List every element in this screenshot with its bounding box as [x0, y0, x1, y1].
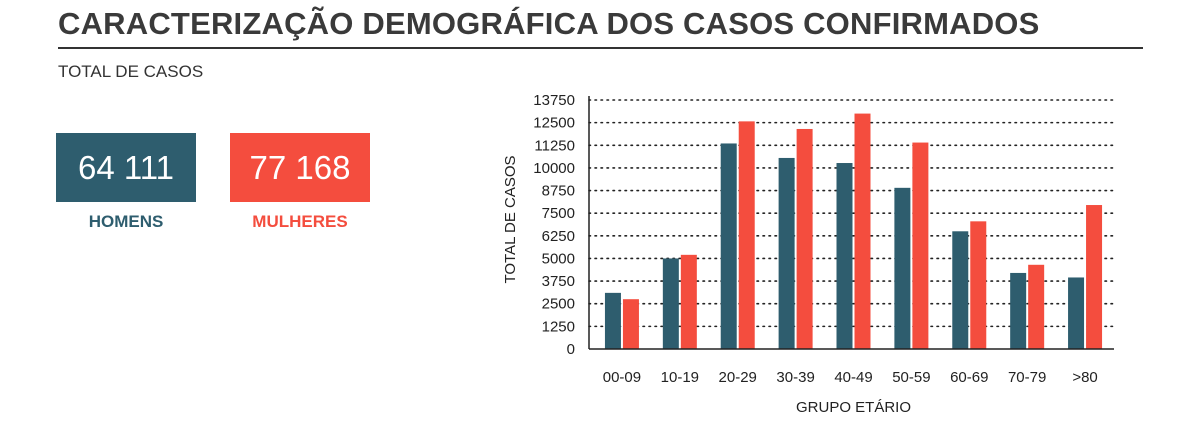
x-tick-label: 10-19 — [661, 369, 699, 386]
bar-homens-30-39 — [778, 157, 795, 349]
y-tick-label: 7500 — [542, 205, 575, 222]
x-tick-label: 30-39 — [776, 369, 814, 386]
bars — [604, 113, 1103, 349]
y-axis-title: TOTAL DE CASOS — [502, 155, 519, 283]
x-tick-label: 60-69 — [950, 369, 988, 386]
women-total-label: MULHERES — [252, 212, 348, 231]
bar-mulheres-50-59 — [912, 142, 929, 349]
men-total-box: 64 111 — [56, 133, 196, 202]
bar-mulheres-20-29 — [738, 121, 755, 349]
x-tick-label: 20-29 — [719, 369, 757, 386]
x-tick-label: 40-49 — [834, 369, 872, 386]
x-tick-label: >80 — [1072, 369, 1097, 386]
bar-mulheres->80 — [1086, 205, 1103, 349]
section-subtitle: TOTAL DE CASOS — [58, 62, 204, 81]
women-total-box: 77 168 — [230, 133, 370, 202]
y-axis-ticks: 0 1250 2500 3750 5000 6250 7500 8750 10000 11250 1… — [533, 92, 575, 358]
bar-mulheres-00-09 — [622, 299, 639, 349]
bar-homens-50-59 — [894, 187, 911, 349]
age-group-bar-chart: 0 1250 2500 3750 5000 6250 7500 8750 10000 11250 1… — [502, 92, 1115, 416]
title-divider — [58, 47, 1143, 49]
x-tick-label: 70-79 — [1008, 369, 1046, 386]
x-axis-ticks: 00-09 10-19 20-29 30-39 40-49 50-59 60-69 70-79… — [603, 369, 1098, 386]
y-tick-label: 13750 — [533, 92, 575, 109]
bar-homens-00-09 — [604, 292, 621, 349]
y-tick-label: 12500 — [533, 115, 575, 132]
y-tick-label: 2500 — [542, 296, 575, 313]
y-tick-label: 0 — [567, 341, 575, 358]
grid-lines — [588, 99, 1115, 328]
bar-homens->80 — [1068, 277, 1085, 349]
men-total-label: HOMENS — [88, 212, 164, 231]
bar-mulheres-70-79 — [1028, 264, 1045, 349]
y-tick-label: 8750 — [542, 183, 575, 200]
men-total-value: 64 111 — [77, 148, 175, 186]
x-tick-label: 50-59 — [892, 369, 930, 386]
y-tick-label: 10000 — [533, 160, 575, 177]
bar-homens-60-69 — [952, 231, 969, 349]
bar-homens-10-19 — [662, 258, 679, 349]
page-title: CARACTERIZAÇÃO DEMOGRÁFICA DOS CASOS CON… — [58, 6, 1040, 41]
x-tick-label: 00-09 — [603, 369, 641, 386]
bar-mulheres-40-49 — [854, 113, 871, 349]
bar-homens-20-29 — [720, 143, 737, 349]
bar-mulheres-30-39 — [796, 128, 813, 349]
bar-homens-40-49 — [836, 163, 853, 349]
y-tick-label: 1250 — [542, 318, 575, 335]
bar-homens-70-79 — [1010, 272, 1027, 349]
y-tick-label: 3750 — [542, 273, 575, 290]
bar-mulheres-10-19 — [680, 254, 697, 349]
bar-mulheres-60-69 — [970, 221, 987, 349]
y-tick-label: 11250 — [534, 137, 575, 154]
y-tick-label: 5000 — [542, 250, 575, 267]
women-total-value: 77 168 — [249, 148, 351, 186]
y-tick-label: 6250 — [542, 228, 575, 245]
x-axis-title: GRUPO ETÁRIO — [796, 399, 911, 416]
